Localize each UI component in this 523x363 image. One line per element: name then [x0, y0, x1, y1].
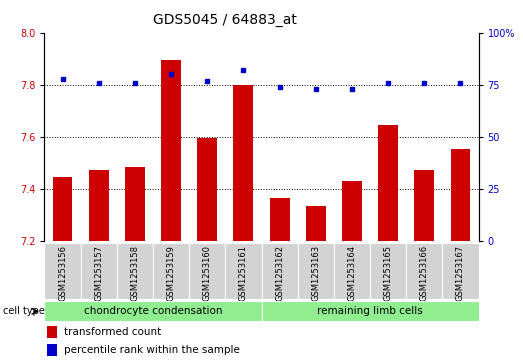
Bar [44, 301, 262, 321]
Text: GSM1253160: GSM1253160 [203, 245, 212, 301]
Text: GSM1253162: GSM1253162 [275, 245, 284, 301]
Text: transformed count: transformed count [64, 327, 161, 337]
Text: percentile rank within the sample: percentile rank within the sample [64, 345, 240, 355]
Bar [161, 60, 181, 241]
Bar [306, 206, 326, 241]
Bar [125, 167, 145, 241]
Bar [233, 85, 253, 241]
Text: chondrocyte condensation: chondrocyte condensation [84, 306, 222, 316]
Bar [44, 243, 81, 299]
Text: GSM1253163: GSM1253163 [311, 245, 320, 301]
Bar [117, 243, 153, 299]
Bar [414, 170, 434, 241]
Bar [270, 198, 290, 241]
Text: GSM1253157: GSM1253157 [94, 245, 103, 301]
Text: GSM1253156: GSM1253156 [58, 245, 67, 301]
Bar [442, 243, 479, 299]
Text: GSM1253167: GSM1253167 [456, 245, 465, 301]
Text: GSM1253166: GSM1253166 [420, 245, 429, 301]
Text: GSM1253159: GSM1253159 [166, 245, 176, 301]
Bar [47, 326, 58, 338]
Bar [298, 243, 334, 299]
Text: GSM1253158: GSM1253158 [130, 245, 140, 301]
Bar [262, 301, 479, 321]
Bar [47, 344, 58, 356]
Bar [370, 243, 406, 299]
Bar [406, 243, 442, 299]
Bar [189, 243, 225, 299]
Text: remaining limb cells: remaining limb cells [317, 306, 423, 316]
Text: GSM1253165: GSM1253165 [383, 245, 393, 301]
Bar [262, 243, 298, 299]
Bar [334, 243, 370, 299]
Text: GDS5045 / 64883_at: GDS5045 / 64883_at [153, 13, 297, 27]
Bar [81, 243, 117, 299]
Text: GSM1253161: GSM1253161 [239, 245, 248, 301]
Bar [378, 125, 398, 241]
Bar [89, 170, 109, 241]
Bar [450, 149, 470, 241]
Bar [225, 243, 262, 299]
Text: cell type: cell type [3, 306, 44, 316]
Bar [153, 243, 189, 299]
Bar [53, 178, 73, 241]
Bar [197, 138, 217, 241]
Bar [342, 182, 362, 241]
Text: GSM1253164: GSM1253164 [347, 245, 357, 301]
